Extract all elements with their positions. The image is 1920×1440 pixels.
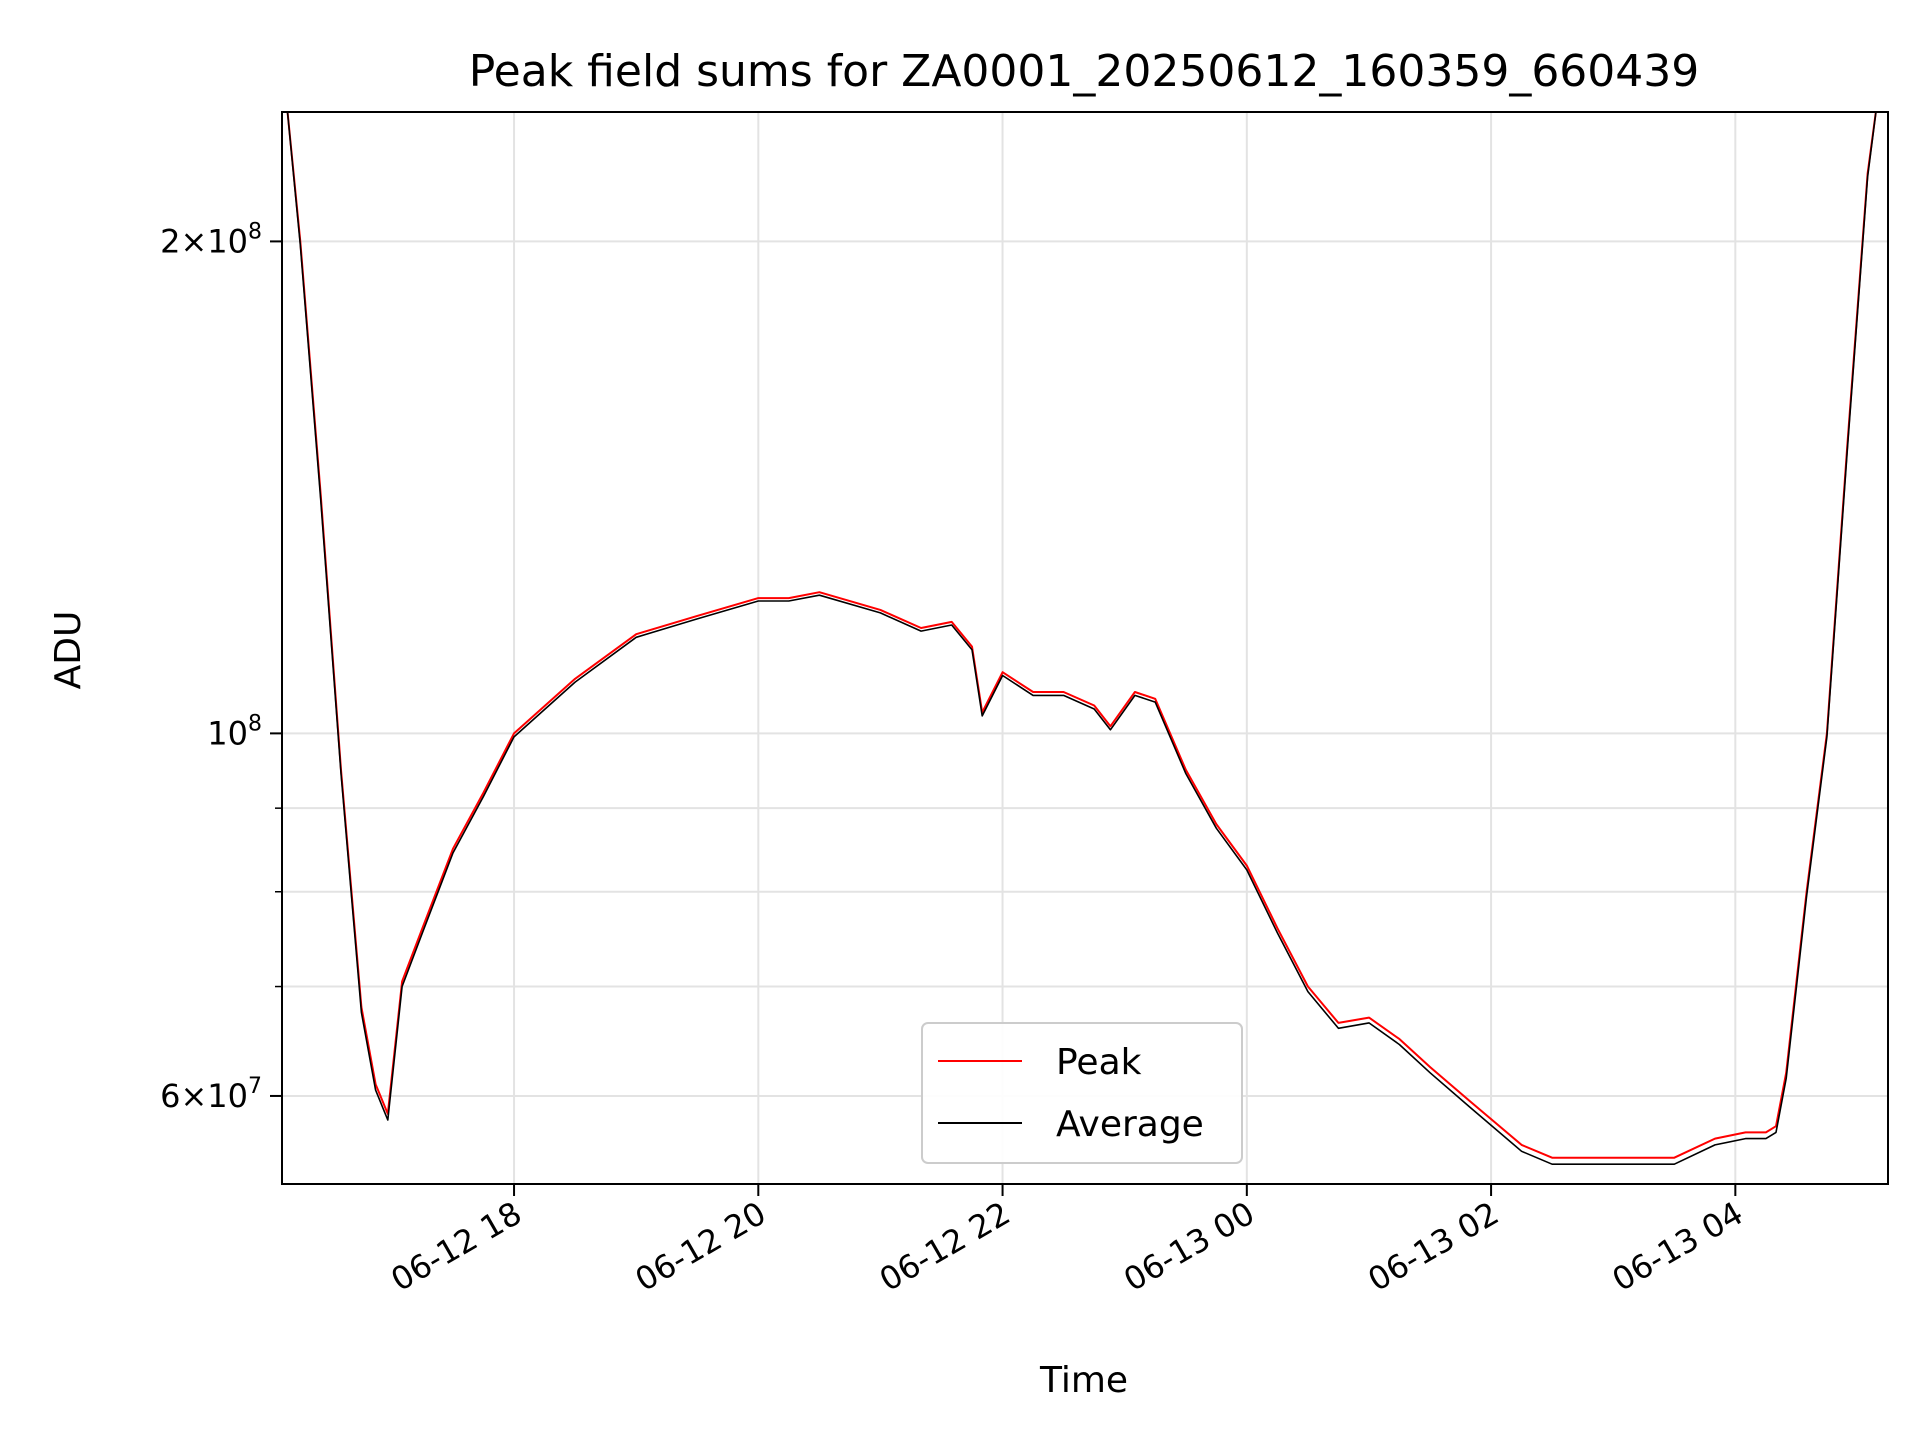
y-tick-base: 10 — [207, 1077, 248, 1115]
y-tick-label: 108 — [207, 711, 262, 752]
series-line-average — [286, 112, 1877, 1165]
grid — [282, 112, 1888, 1184]
legend-box — [921, 1022, 1243, 1164]
legend-label-average: Average — [1056, 1104, 1204, 1145]
y-tick-label: 6×107 — [160, 1074, 262, 1115]
y-tick-times: × — [180, 222, 207, 260]
legend: Peak Average — [921, 1022, 1243, 1164]
axes-frame — [281, 111, 1889, 1185]
legend-label-peak: Peak — [1056, 1042, 1142, 1083]
x-axis-label: Time — [1039, 1360, 1128, 1401]
y-tick-exponent: 7 — [248, 1074, 262, 1099]
y-tick-label: 2×108 — [160, 219, 262, 260]
y-tick-exponent: 8 — [248, 219, 262, 244]
y-axis-label: ADU — [48, 611, 89, 690]
y-tick-mantissa: 2 — [160, 222, 180, 260]
y-tick-base: 10 — [207, 222, 248, 260]
chart-title: Peak field sums for ZA0001_20250612_1603… — [469, 46, 1700, 97]
y-tick-mantissa: 6 — [160, 1077, 180, 1115]
y-tick-exponent: 8 — [248, 711, 262, 736]
series-line-peak — [286, 112, 1877, 1159]
plot-area — [286, 112, 1877, 1165]
y-tick-base: 10 — [207, 714, 248, 752]
y-tick-times: × — [180, 1077, 207, 1115]
